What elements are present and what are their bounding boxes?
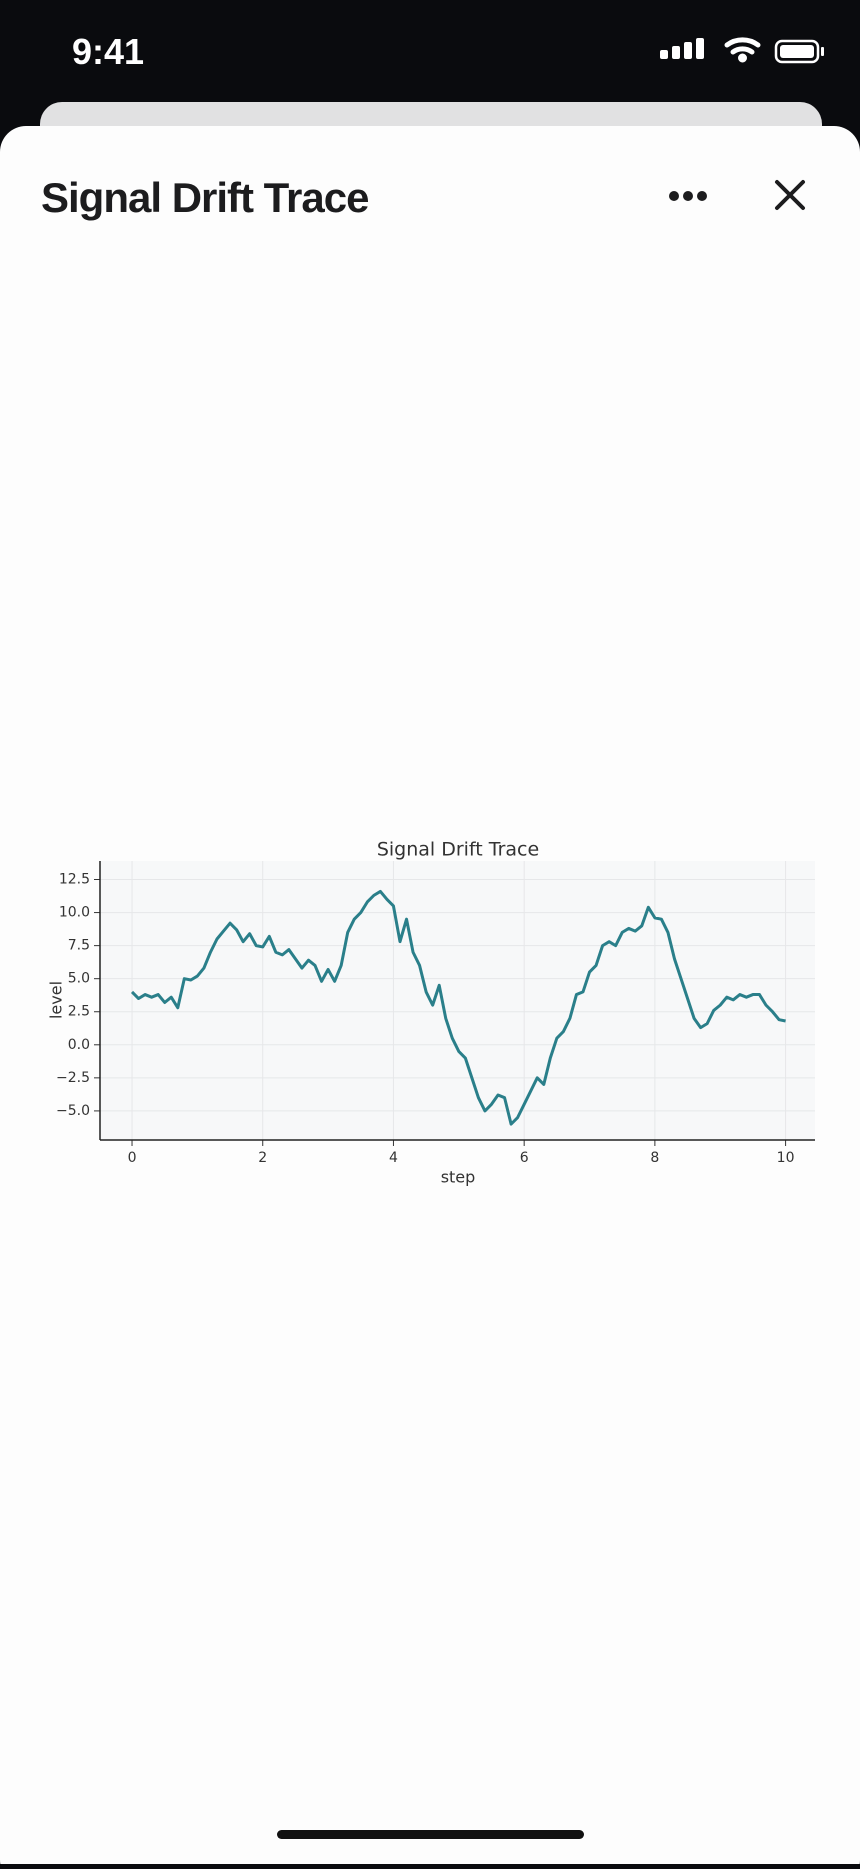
x-tick-label: 2 (258, 1150, 267, 1166)
x-tick-label: 10 (777, 1150, 795, 1166)
y-tick-label: 7.5 (68, 938, 90, 954)
chart-title: Signal Drift Trace (377, 839, 539, 861)
signal-icon (660, 38, 704, 59)
y-tick-label: 10.0 (59, 905, 90, 921)
battery-icon (774, 39, 824, 64)
y-tick-label: 12.5 (59, 872, 90, 888)
y-tick-label: −2.5 (56, 1070, 90, 1086)
x-tick-label: 4 (389, 1150, 398, 1166)
plot-area (100, 861, 815, 1140)
sheet-title: Signal Drift Trace (41, 174, 368, 221)
y-tick-label: −5.0 (56, 1103, 90, 1119)
x-tick-label: 0 (128, 1150, 137, 1166)
y-tick-label: 0.0 (68, 1037, 90, 1053)
more-button[interactable] (669, 191, 707, 201)
y-tick-label: 2.5 (68, 1004, 90, 1020)
home-indicator (277, 1830, 584, 1839)
close-button[interactable] (775, 180, 805, 210)
x-tick-label: 8 (650, 1150, 659, 1166)
data-line (130, 889, 786, 1126)
x-tick-label: 6 (520, 1150, 529, 1166)
x-axis-title: step (441, 1168, 476, 1187)
wifi-icon (724, 37, 761, 63)
y-tick-label: 5.0 (68, 971, 90, 987)
y-axis-title: level (47, 981, 66, 1019)
status-time: 9:41 (72, 31, 144, 72)
